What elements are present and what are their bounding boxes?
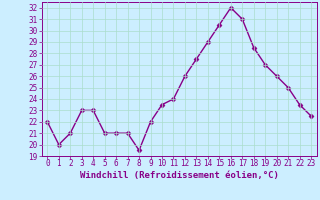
X-axis label: Windchill (Refroidissement éolien,°C): Windchill (Refroidissement éolien,°C) [80, 171, 279, 180]
